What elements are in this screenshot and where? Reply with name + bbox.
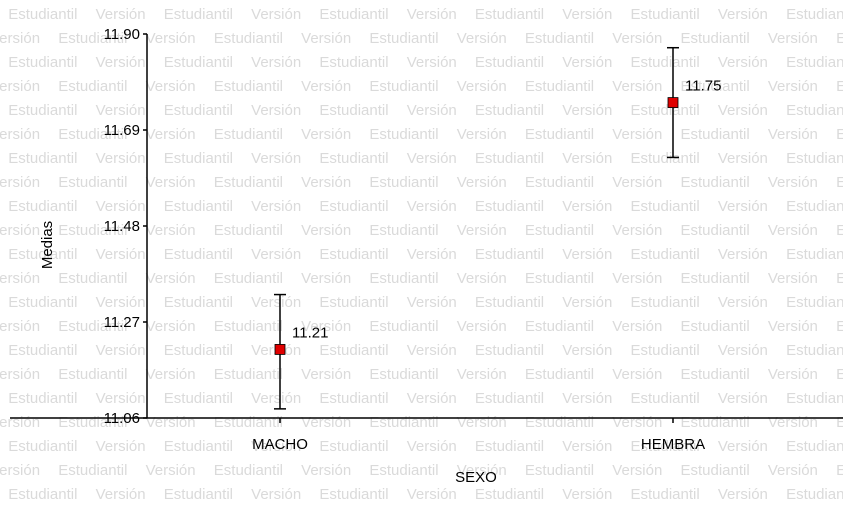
chart-marks: 11.21 11.75 [274, 46, 721, 410]
data-point [667, 97, 679, 108]
y-tick-label: 11.69 [104, 122, 140, 139]
data-point [274, 344, 286, 355]
axes: 11.06 11.27 11.48 11.69 11.90 MACHO HEMBRA [10, 26, 843, 453]
y-axis-label: Medias [39, 221, 56, 269]
data-label: 11.75 [685, 78, 721, 95]
data-label: 11.21 [292, 324, 328, 341]
x-tick-label: HEMBRA [641, 436, 705, 453]
y-tick-label: 11.06 [104, 410, 140, 427]
y-tick-label: 11.48 [104, 218, 140, 235]
y-tick-label: 11.27 [104, 314, 140, 331]
x-tick-label: MACHO [252, 436, 308, 453]
x-axis-label: SEXO [455, 469, 497, 486]
y-tick-label: 11.90 [104, 26, 140, 43]
